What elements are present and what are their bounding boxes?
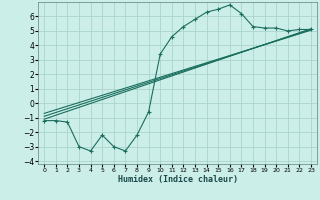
X-axis label: Humidex (Indice chaleur): Humidex (Indice chaleur) xyxy=(118,175,238,184)
